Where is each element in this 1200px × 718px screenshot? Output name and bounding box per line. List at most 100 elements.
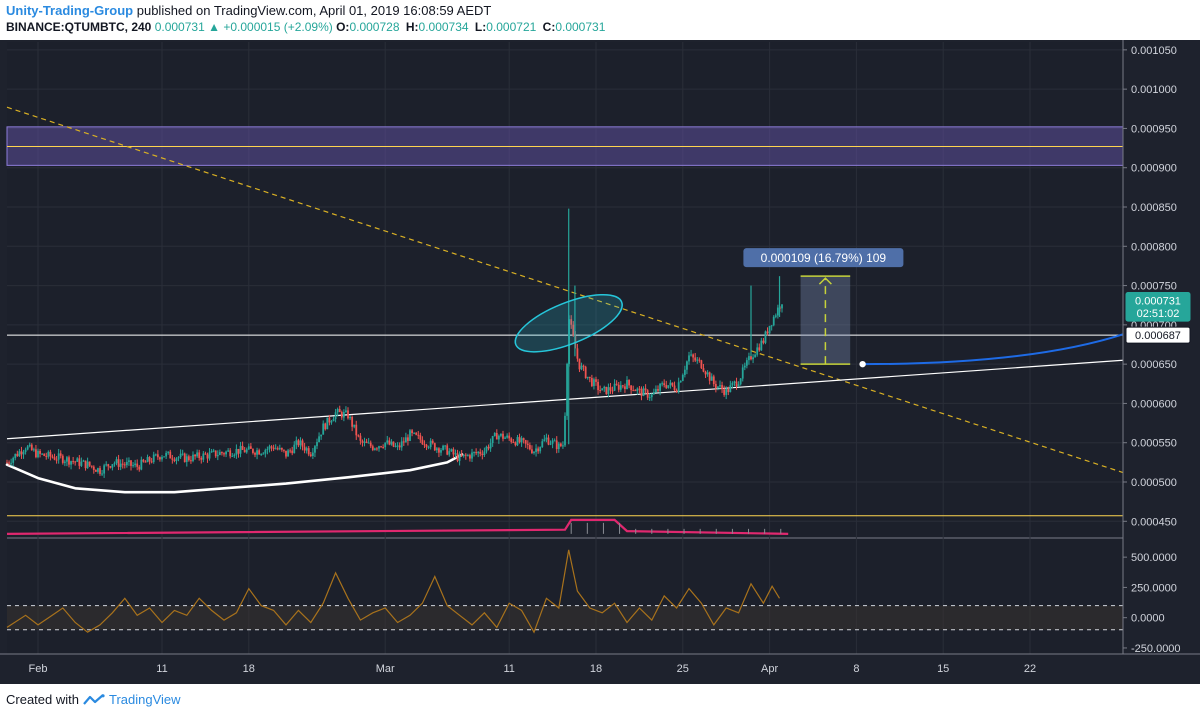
candle-body	[252, 448, 254, 453]
candle-body	[520, 438, 523, 443]
candle-body	[590, 378, 593, 387]
candle-body	[165, 452, 168, 457]
candle	[566, 362, 568, 420]
candle-body	[175, 458, 178, 461]
candle	[45, 452, 48, 460]
candle	[316, 438, 318, 450]
candle-body	[549, 443, 552, 445]
candle-body	[528, 444, 531, 450]
measure-arrow-head	[818, 277, 832, 285]
candle	[710, 373, 713, 381]
candle	[398, 442, 401, 451]
price-tick-label: 0.001000	[1131, 84, 1177, 96]
candle	[576, 343, 579, 362]
candle-body	[16, 453, 19, 457]
candle	[508, 432, 511, 441]
candle-body	[450, 449, 453, 452]
candle-body	[586, 376, 589, 379]
candle	[130, 460, 132, 471]
candle-body	[512, 441, 515, 443]
candle-body	[32, 449, 35, 451]
candle-body	[413, 432, 416, 434]
candle-body	[582, 365, 585, 367]
candle	[624, 383, 626, 393]
candle	[380, 445, 382, 448]
candle-body	[169, 451, 172, 459]
candle	[293, 441, 296, 454]
candle-body	[452, 449, 455, 455]
candle	[163, 456, 165, 458]
price-chart[interactable]: 0.000109 (16.79%) 109 0.001050 0.001000 0.0…	[0, 40, 1200, 684]
candle	[721, 381, 723, 393]
candle-body	[572, 324, 575, 336]
candle	[462, 454, 465, 458]
candle	[772, 315, 775, 327]
candle	[570, 315, 573, 329]
candle-body	[103, 465, 106, 474]
price-tick-label: 0.000500	[1131, 477, 1177, 489]
open-value: 0.000728	[349, 20, 400, 34]
candle-body	[353, 424, 356, 427]
candle	[456, 449, 459, 463]
candle-body	[92, 466, 95, 471]
candle	[415, 432, 418, 436]
candle-body	[745, 360, 748, 366]
candle	[531, 445, 533, 455]
candle-body	[138, 466, 141, 470]
candle-body	[347, 410, 349, 419]
candle	[32, 447, 35, 452]
candle-body	[303, 446, 306, 451]
candle	[225, 450, 227, 458]
candle-body	[495, 433, 498, 440]
candle	[659, 382, 661, 396]
ascending-trendline	[6, 359, 1124, 440]
candle-body	[132, 465, 134, 467]
tradingview-link[interactable]: TradingView	[108, 692, 181, 707]
candle-body	[632, 390, 635, 392]
candle-body	[423, 444, 426, 446]
candle	[663, 379, 666, 388]
candle-body	[237, 448, 240, 454]
time-tick-label: 22	[1024, 663, 1036, 675]
candle-body	[99, 468, 101, 474]
candle-body	[68, 457, 70, 465]
publish-date: published on TradingView.com, April 01, …	[136, 3, 492, 18]
candle-body	[516, 437, 519, 446]
candle-body	[493, 433, 496, 437]
candle-body	[710, 376, 713, 381]
candle-body	[508, 435, 511, 439]
candle	[502, 430, 504, 442]
candle-body	[466, 455, 469, 457]
candle-body	[41, 453, 44, 455]
candle-body	[363, 441, 366, 443]
candle-body	[307, 448, 310, 455]
candle-body	[111, 464, 114, 468]
author-link[interactable]: Unity-Trading-Group	[6, 3, 134, 18]
candle	[241, 441, 244, 451]
candle	[18, 449, 21, 457]
candle	[762, 337, 765, 345]
candle-body	[442, 445, 444, 450]
candle	[448, 448, 451, 457]
candle	[221, 451, 223, 456]
candle-body	[241, 445, 244, 450]
candle	[86, 457, 89, 469]
candle-body	[704, 371, 707, 375]
candle	[247, 443, 250, 451]
candle-body	[729, 385, 732, 393]
candle-body	[192, 454, 194, 461]
candle	[657, 385, 659, 393]
candle	[471, 448, 473, 463]
candle-body	[55, 459, 58, 461]
candle-body	[8, 462, 10, 464]
candle-body	[655, 389, 657, 393]
candle-body	[566, 363, 568, 416]
candle	[605, 386, 608, 395]
symbol-label: BINANCE:QTUMBTC, 240	[6, 20, 152, 34]
candle	[70, 460, 72, 470]
candle	[402, 437, 405, 446]
candle	[165, 450, 168, 460]
candle	[88, 461, 91, 468]
candle-body	[51, 456, 54, 458]
candle-body	[351, 416, 354, 427]
